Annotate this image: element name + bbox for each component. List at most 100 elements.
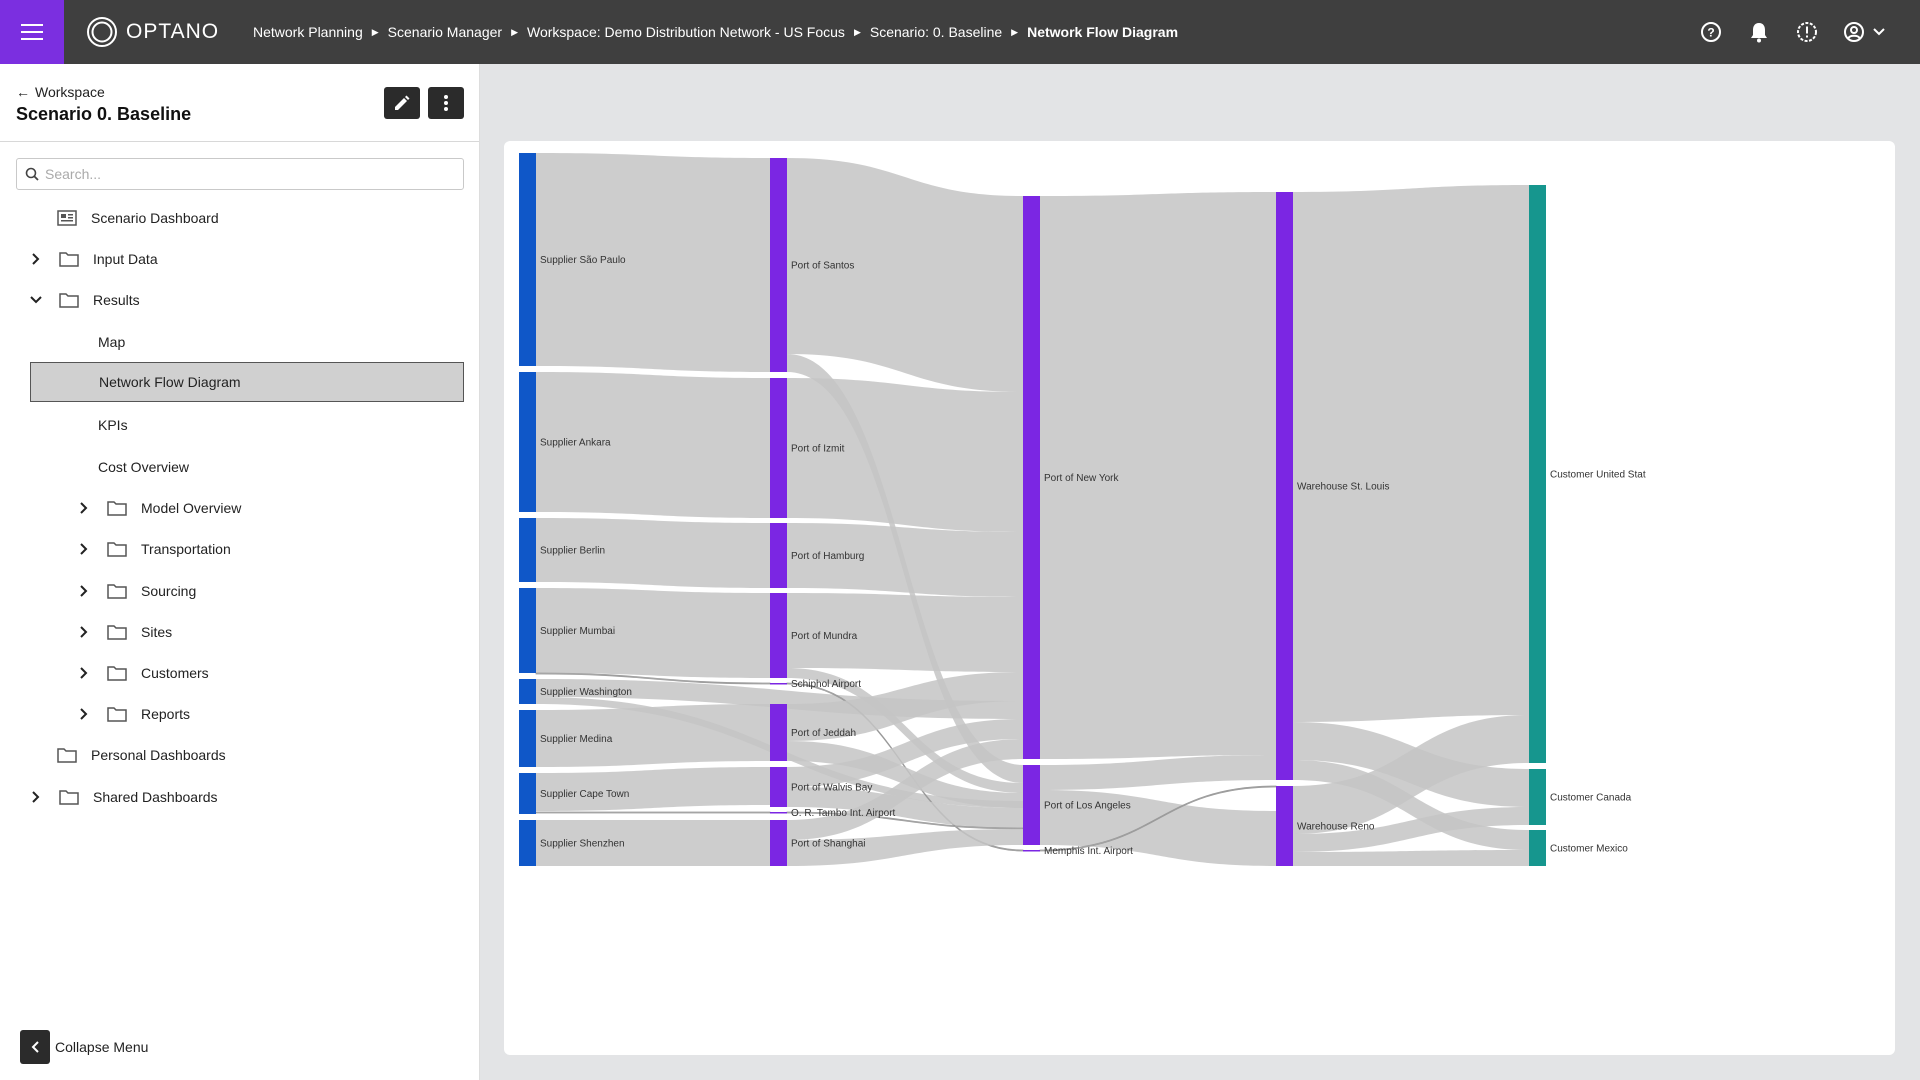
tree-item-input-data[interactable]: Input Data xyxy=(29,239,158,279)
sankey-link[interactable] xyxy=(787,829,1023,866)
alerts-button[interactable] xyxy=(1790,15,1824,49)
tree-item-reports[interactable]: Reports xyxy=(77,694,190,734)
sankey-link[interactable] xyxy=(787,668,1023,793)
chevron-right-icon[interactable] xyxy=(77,543,91,555)
sankey-link[interactable] xyxy=(787,593,1023,672)
sankey-link[interactable] xyxy=(1293,850,1529,866)
collapse-button-box[interactable] xyxy=(20,1030,50,1064)
chevron-right-icon[interactable] xyxy=(77,667,91,679)
sankey-node[interactable] xyxy=(519,710,536,767)
sankey-node[interactable] xyxy=(519,372,536,512)
sankey-node[interactable] xyxy=(519,773,536,814)
folder-icon xyxy=(107,665,127,681)
sankey-link[interactable] xyxy=(536,153,770,372)
sankey-link[interactable] xyxy=(536,820,770,866)
sankey-node[interactable] xyxy=(770,812,787,814)
sankey-node[interactable] xyxy=(770,523,787,588)
tree-item-cost-overview[interactable]: Cost Overview xyxy=(98,447,189,487)
sankey-link[interactable] xyxy=(536,767,770,811)
sankey-node-label: Port of Mundra xyxy=(791,631,858,642)
sankey-node[interactable] xyxy=(1529,769,1546,825)
sankey-node[interactable] xyxy=(519,518,536,582)
notifications-button[interactable] xyxy=(1742,15,1776,49)
sankey-node[interactable] xyxy=(519,679,536,704)
sankey-link[interactable] xyxy=(787,719,1023,787)
sankey-link[interactable] xyxy=(535,811,771,814)
svg-text:?: ? xyxy=(1707,26,1714,40)
sankey-link[interactable] xyxy=(1293,807,1529,852)
chevron-right-icon[interactable] xyxy=(29,791,43,803)
tree-item-label: Model Overview xyxy=(141,500,242,516)
breadcrumb-network-planning[interactable]: Network Planning xyxy=(253,24,363,40)
sankey-node[interactable] xyxy=(1023,850,1040,852)
sankey-node[interactable] xyxy=(770,820,787,866)
chevron-right-icon[interactable] xyxy=(29,253,43,265)
sankey-node[interactable] xyxy=(1529,830,1546,866)
sankey-link[interactable] xyxy=(1040,192,1276,759)
sankey-link[interactable] xyxy=(536,588,770,678)
tree-item-scenario-dashboard[interactable]: Scenario Dashboard xyxy=(57,198,219,238)
chevron-right-icon[interactable] xyxy=(77,585,91,597)
tree-item-shared-dashboards[interactable]: Shared Dashboards xyxy=(29,777,218,817)
sankey-link[interactable] xyxy=(536,518,770,588)
sankey-link[interactable] xyxy=(787,739,1023,840)
sankey-link[interactable] xyxy=(787,523,1023,597)
tree-item-label: Sites xyxy=(141,624,173,640)
tree-item-network-flow-diagram[interactable]: Network Flow Diagram xyxy=(30,362,464,402)
search-input[interactable] xyxy=(45,166,445,182)
sankey-link[interactable] xyxy=(1040,790,1276,866)
sankey-link[interactable] xyxy=(787,672,1023,741)
more-options-button[interactable] xyxy=(428,87,464,119)
sankey-node-label: O. R. Tambo Int. Airport xyxy=(791,808,896,819)
search-box xyxy=(16,158,464,190)
sankey-node[interactable] xyxy=(519,153,536,366)
tree-item-transportation[interactable]: Transportation xyxy=(77,529,231,569)
sankey-node[interactable] xyxy=(1276,786,1293,866)
chevron-right-icon[interactable] xyxy=(77,708,91,720)
sankey-node[interactable] xyxy=(1023,765,1040,845)
tree-item-map[interactable]: Map xyxy=(98,322,125,362)
chevron-right-icon[interactable] xyxy=(77,626,91,638)
sankey-node[interactable] xyxy=(1023,196,1040,759)
sankey-node[interactable] xyxy=(519,588,536,673)
back-to-workspace-link[interactable]: ← Workspace xyxy=(16,84,105,100)
sankey-link[interactable] xyxy=(787,158,1023,392)
tree-item-customers[interactable]: Customers xyxy=(77,653,209,693)
sankey-link[interactable] xyxy=(1293,715,1529,834)
chevron-right-icon[interactable] xyxy=(77,502,91,514)
tree-item-label: Results xyxy=(93,292,140,308)
hamburger-menu-button[interactable] xyxy=(0,0,64,64)
sankey-node[interactable] xyxy=(770,593,787,678)
sankey-node[interactable] xyxy=(1276,192,1293,780)
user-menu-button[interactable] xyxy=(1838,15,1890,49)
sankey-link[interactable] xyxy=(787,787,1023,828)
breadcrumb-workspace[interactable]: Workspace: Demo Distribution Network - U… xyxy=(526,24,845,40)
sankey-node-label: Memphis Int. Airport xyxy=(1044,846,1133,857)
help-button[interactable]: ? xyxy=(1694,15,1728,49)
sankey-node[interactable] xyxy=(770,158,787,372)
collapse-menu-button[interactable]: Collapse Menu xyxy=(20,1030,148,1064)
tree-item-results[interactable]: Results xyxy=(29,280,140,320)
breadcrumb-scenario-manager[interactable]: Scenario Manager xyxy=(387,24,503,40)
sankey-link[interactable] xyxy=(536,372,770,518)
sankey-link[interactable] xyxy=(787,741,1023,808)
tree-item-kpis[interactable]: KPIs xyxy=(98,405,128,445)
sankey-node[interactable] xyxy=(770,704,787,761)
sankey-node[interactable] xyxy=(770,378,787,518)
sankey-node[interactable] xyxy=(519,820,536,866)
sankey-link[interactable] xyxy=(787,378,1023,532)
chevron-down-icon[interactable] xyxy=(29,296,43,304)
sankey-node[interactable] xyxy=(770,767,787,807)
sankey-link[interactable] xyxy=(1293,185,1529,722)
tree-item-model-overview[interactable]: Model Overview xyxy=(77,488,241,528)
optano-logo[interactable]: OPTANO xyxy=(86,16,226,48)
tree-item-sourcing[interactable]: Sourcing xyxy=(77,571,196,611)
tree-item-personal-dashboards[interactable]: Personal Dashboards xyxy=(57,735,226,775)
breadcrumb-scenario[interactable]: Scenario: 0. Baseline xyxy=(869,24,1003,40)
sankey-node[interactable] xyxy=(1529,185,1546,763)
sankey-node[interactable] xyxy=(770,683,787,685)
tree-item-sites[interactable]: Sites xyxy=(77,612,172,652)
sankey-link[interactable] xyxy=(1040,755,1276,790)
edit-button[interactable] xyxy=(384,87,420,119)
sankey-link[interactable] xyxy=(536,704,770,767)
